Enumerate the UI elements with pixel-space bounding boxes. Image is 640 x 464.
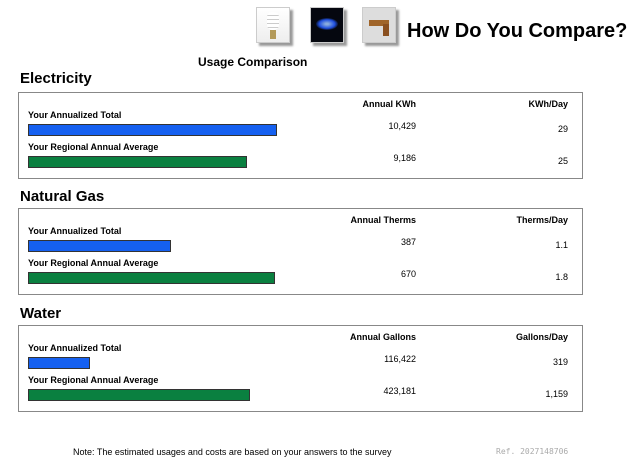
natural-gas-comparison-box: Annual Therms Therms/Day Your Annualized … <box>18 208 583 295</box>
natural-gas-section-title: Natural Gas <box>20 188 105 205</box>
annual-value: 387 <box>400 237 416 247</box>
annual-column-header: Annual Gallons <box>349 332 416 342</box>
electricity-section-title: Electricity <box>20 70 92 87</box>
daily-value: 1.8 <box>555 272 568 282</box>
annual-column-header: Annual KWh <box>362 99 417 109</box>
water-faucet-icon <box>362 7 396 43</box>
report-subtitle: Usage Comparison <box>198 55 308 69</box>
reference-number: Ref. 2027148706 <box>496 447 569 456</box>
regional-average-bar <box>28 389 250 401</box>
row-label: Your Regional Annual Average <box>28 375 159 385</box>
row-label: Your Annualized Total <box>28 110 122 120</box>
annual-value: 670 <box>400 269 416 279</box>
annual-value: 10,429 <box>388 121 416 131</box>
annual-value: 116,422 <box>384 354 416 364</box>
annualized-total-bar <box>28 124 277 136</box>
footer-note: Note: The estimated usages and costs are… <box>73 447 392 457</box>
light-bulb-icon <box>256 7 290 43</box>
electricity-comparison-box: Annual KWh KWh/Day Your Annualized Total … <box>18 92 583 179</box>
daily-value: 319 <box>552 357 568 367</box>
water-comparison-box: Annual Gallons Gallons/Day Your Annualize… <box>18 325 583 412</box>
daily-value: 25 <box>557 156 568 166</box>
water-section-title: Water <box>20 305 62 322</box>
regional-average-bar <box>28 156 247 168</box>
row-label: Your Regional Annual Average <box>28 142 159 152</box>
daily-column-header: Therms/Day <box>516 215 568 225</box>
annual-value: 423,181 <box>383 386 416 396</box>
annual-value: 9,186 <box>393 153 416 163</box>
annual-column-header: Annual Therms <box>350 215 416 225</box>
annualized-total-bar <box>28 357 90 369</box>
daily-column-header: Gallons/Day <box>515 332 568 342</box>
row-label: Your Regional Annual Average <box>28 258 159 268</box>
daily-column-header: KWh/Day <box>528 99 568 109</box>
regional-average-bar <box>28 272 275 284</box>
annualized-total-bar <box>28 240 171 252</box>
gas-flame-icon <box>310 7 344 43</box>
row-label: Your Annualized Total <box>28 226 122 236</box>
daily-value: 1.1 <box>555 240 568 250</box>
daily-value: 29 <box>557 124 568 134</box>
daily-value: 1,159 <box>545 389 568 399</box>
page-title: How Do You Compare? <box>407 20 628 42</box>
row-label: Your Annualized Total <box>28 343 122 353</box>
